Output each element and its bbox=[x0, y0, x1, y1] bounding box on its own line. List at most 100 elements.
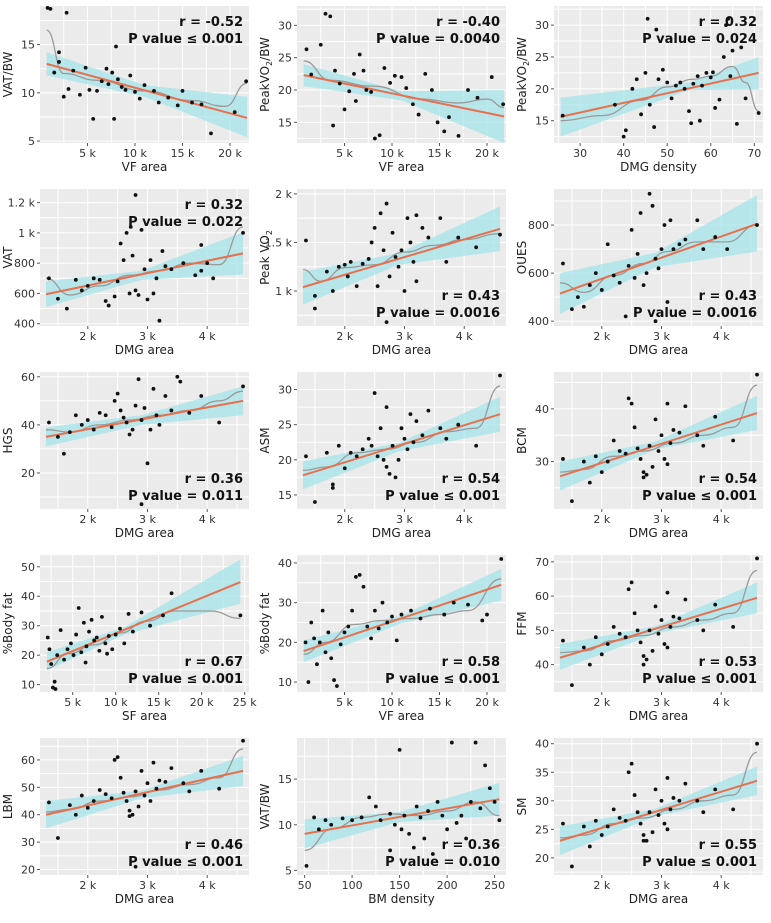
x-tick-label: 3 k bbox=[653, 513, 670, 526]
data-point bbox=[669, 96, 674, 101]
data-point bbox=[142, 406, 147, 410]
data-point bbox=[367, 795, 372, 800]
r-annotation: r = 0.67 bbox=[185, 655, 243, 670]
data-point bbox=[423, 71, 428, 76]
data-points bbox=[304, 11, 506, 141]
x-tick-label: 15 k bbox=[428, 696, 452, 709]
data-point bbox=[665, 776, 670, 780]
x-axis-label: DMG area bbox=[629, 343, 688, 357]
data-point bbox=[97, 648, 102, 653]
data-point bbox=[399, 75, 404, 79]
data-point bbox=[148, 799, 153, 803]
x-axis-label: VF area bbox=[379, 160, 425, 174]
data-point bbox=[581, 304, 586, 309]
data-point bbox=[659, 618, 664, 622]
data-point bbox=[756, 111, 761, 115]
y-tick-label: 30 bbox=[278, 384, 292, 397]
confidence-band bbox=[45, 386, 244, 447]
data-point bbox=[99, 79, 104, 84]
confidence-band bbox=[559, 395, 758, 491]
data-point bbox=[71, 68, 76, 73]
chart-panel-9: 2 k 3 k 4 k 30 40 r = 0.54 P value ≤ 0.001 DMG … bbox=[515, 372, 763, 540]
data-point bbox=[373, 608, 377, 613]
x-tick-label: 40 bbox=[617, 147, 631, 160]
data-point bbox=[691, 81, 696, 86]
data-point bbox=[127, 814, 132, 818]
y-tick-label: 400 bbox=[14, 318, 35, 331]
data-point bbox=[701, 247, 706, 251]
data-point bbox=[136, 293, 141, 297]
data-point bbox=[354, 284, 359, 289]
data-point bbox=[317, 640, 322, 645]
data-point bbox=[418, 815, 423, 820]
data-point bbox=[650, 203, 655, 208]
data-point bbox=[342, 466, 347, 471]
data-point bbox=[106, 82, 111, 87]
data-point bbox=[79, 288, 84, 293]
data-point bbox=[390, 443, 395, 448]
data-point bbox=[629, 761, 634, 766]
y-tick-label: 30 bbox=[278, 597, 292, 610]
data-point bbox=[641, 662, 646, 667]
data-point bbox=[593, 271, 598, 276]
data-point bbox=[133, 89, 137, 94]
data-point bbox=[743, 96, 748, 101]
data-point bbox=[47, 420, 51, 425]
data-point bbox=[64, 306, 69, 311]
data-point bbox=[656, 77, 661, 82]
data-point bbox=[326, 630, 331, 635]
data-point bbox=[328, 14, 333, 19]
data-point bbox=[489, 75, 494, 79]
regression-line bbox=[559, 222, 758, 295]
p-annotation: P value ≤ 0.001 bbox=[642, 855, 757, 870]
data-point bbox=[372, 391, 377, 395]
r-annotation: r = 0.36 bbox=[185, 472, 243, 487]
chart-panel-10: 5 k 10 k 15 k 20 k 25 k 10 20 30 40 50 r = 0.67 P v… bbox=[1, 555, 257, 723]
y-tick-label: 30 bbox=[21, 620, 35, 633]
data-point bbox=[404, 86, 409, 90]
data-point bbox=[593, 454, 598, 459]
data-point bbox=[369, 443, 374, 448]
y-tick-label: 20 bbox=[278, 454, 292, 467]
data-point bbox=[456, 133, 461, 138]
data-point bbox=[139, 227, 144, 232]
y-tick-label: 1.5 k bbox=[265, 236, 293, 249]
x-axis-label: DMG area bbox=[115, 526, 174, 540]
data-point bbox=[570, 499, 574, 503]
minor-gridlines bbox=[554, 555, 763, 692]
x-tick-label: 10 k bbox=[380, 696, 404, 709]
data-point bbox=[623, 635, 628, 640]
x-tick-label: 2 k bbox=[593, 879, 610, 892]
data-point bbox=[199, 102, 204, 107]
data-point bbox=[668, 807, 673, 812]
p-annotation: P value = 0.0016 bbox=[633, 306, 757, 321]
data-point bbox=[447, 115, 451, 120]
data-point bbox=[641, 475, 646, 480]
data-point bbox=[360, 261, 365, 266]
r-annotation: r = 0.54 bbox=[699, 472, 757, 487]
plot-background bbox=[297, 372, 506, 509]
chart-panel-6: 2 k 3 k 4 k 400 600 800 r = 0.43 P value = 0.00… bbox=[515, 189, 763, 357]
data-point bbox=[193, 273, 198, 278]
data-point bbox=[671, 428, 676, 432]
data-point bbox=[731, 438, 736, 443]
data-point bbox=[713, 106, 718, 110]
data-point bbox=[392, 73, 397, 78]
data-point bbox=[560, 113, 565, 118]
data-point bbox=[66, 87, 71, 91]
y-tick-label: 40 bbox=[535, 659, 549, 672]
data-point bbox=[122, 641, 127, 646]
data-point bbox=[376, 626, 381, 631]
data-point bbox=[466, 88, 470, 92]
data-point bbox=[330, 482, 335, 487]
x-axis-label: SF area bbox=[122, 709, 167, 723]
data-point bbox=[701, 443, 706, 448]
y-tick-label: 20 bbox=[278, 84, 292, 97]
data-point bbox=[405, 216, 410, 221]
data-point bbox=[593, 818, 598, 823]
smooth-curve bbox=[559, 384, 758, 473]
data-point bbox=[659, 798, 664, 803]
x-axis-label: BM density bbox=[368, 892, 434, 906]
data-point bbox=[632, 276, 637, 280]
